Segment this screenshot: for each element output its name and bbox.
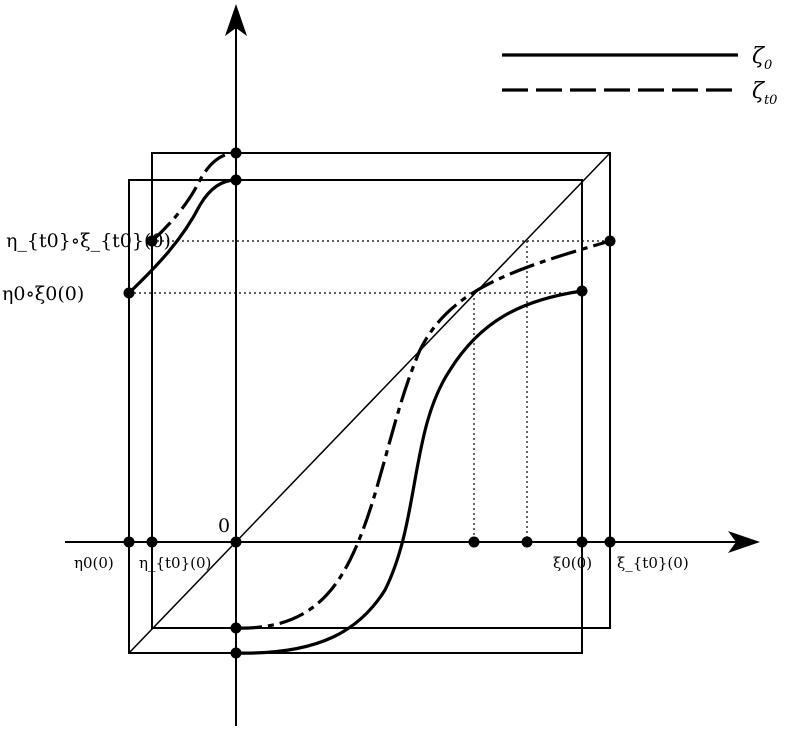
label-xi0: ξ0(0) <box>553 554 592 572</box>
point-eta-t0 <box>146 536 158 548</box>
legend: ζ0 ζt0 <box>502 44 777 108</box>
point-right-t0 <box>604 235 616 247</box>
legend-label-zeta-t0: ζt0 <box>752 79 777 108</box>
x-axis-arrow <box>728 531 760 553</box>
curve-zeta0-main <box>235 289 583 655</box>
label-eta0: η0(0) <box>74 554 114 572</box>
point-xi-t0 <box>604 536 616 548</box>
box-zeta-t0 <box>151 152 611 629</box>
point-eta0 <box>123 536 135 548</box>
point-composite-0 <box>123 287 135 299</box>
point-y-top-0 <box>230 174 242 186</box>
legend-label-zeta0: ζ0 <box>752 44 772 73</box>
point-right-0 <box>576 285 588 297</box>
origin-label: 0 <box>218 515 230 537</box>
curve-zeta0-upper <box>127 178 237 295</box>
point-y-bottom-t0 <box>230 622 242 634</box>
y-axis-arrow <box>225 4 247 36</box>
points <box>123 147 616 659</box>
diagonal-line <box>128 152 611 654</box>
label-xi-t0: ξ_{t0}(0) <box>617 554 689 572</box>
point-origin <box>230 536 242 548</box>
box-zeta-0 <box>128 179 583 654</box>
point-y-bottom-0 <box>230 647 242 659</box>
label-eta-t0: η_{t0}(0) <box>139 554 211 572</box>
curve-zeta-t0-upper <box>150 151 237 243</box>
point-y-top-t0 <box>230 147 242 159</box>
point-x-b <box>521 536 533 548</box>
curve-zeta-t0-main <box>235 239 611 630</box>
label-composite-t0: η_{t0}∘ξ_{t0}(0) <box>6 230 171 252</box>
guide-lines <box>129 240 610 542</box>
point-xi0 <box>576 536 588 548</box>
point-composite-t0 <box>146 235 158 247</box>
point-x-a <box>468 536 480 548</box>
label-composite-0: η0∘ξ0(0) <box>2 283 84 305</box>
